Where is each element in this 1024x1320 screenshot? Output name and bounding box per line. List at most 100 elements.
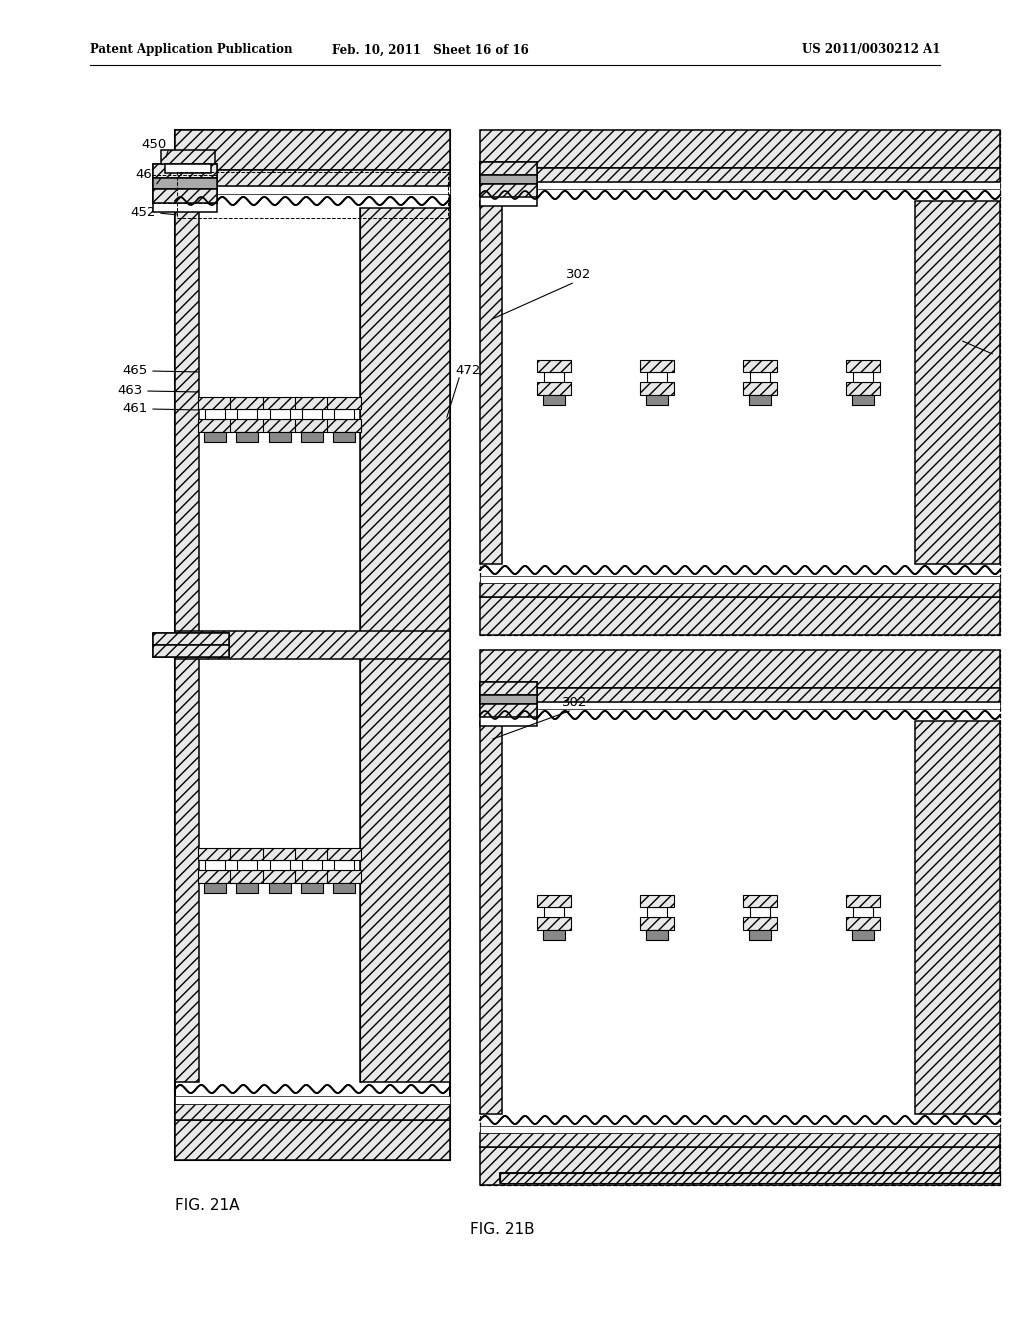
Bar [295, 870, 329, 883]
Bar [205, 409, 225, 418]
Bar [751, 907, 770, 917]
Bar [327, 397, 360, 409]
Bar [295, 847, 329, 861]
Text: US 2011/0030212 A1: US 2011/0030212 A1 [802, 44, 940, 57]
Bar [500, 1173, 1000, 1180]
Bar [480, 201, 502, 564]
Bar [480, 1133, 1000, 1147]
Bar [480, 649, 1000, 1185]
Bar [230, 418, 264, 432]
Bar [750, 395, 771, 405]
Bar [743, 360, 777, 372]
Bar [543, 931, 564, 940]
Bar [295, 418, 329, 432]
Bar [537, 360, 570, 372]
Text: 472: 472 [955, 329, 980, 342]
Bar [268, 883, 291, 894]
Bar [238, 861, 257, 870]
Bar [847, 381, 881, 395]
Bar [480, 162, 537, 176]
Bar [302, 409, 322, 418]
Bar [230, 847, 264, 861]
Bar [480, 696, 537, 704]
Bar [198, 397, 232, 409]
Text: 466: 466 [135, 169, 160, 181]
Bar [301, 883, 323, 894]
Bar [175, 186, 450, 194]
Bar [237, 432, 258, 442]
Bar [262, 870, 297, 883]
Bar [480, 688, 1000, 702]
Bar [847, 895, 881, 907]
Bar [198, 847, 232, 861]
Bar [153, 645, 229, 657]
Bar [852, 931, 874, 940]
Bar [537, 917, 570, 931]
Bar [334, 861, 354, 870]
Text: Feb. 10, 2011   Sheet 16 of 16: Feb. 10, 2011 Sheet 16 of 16 [332, 44, 528, 57]
Bar [153, 178, 217, 189]
Bar [640, 381, 674, 395]
Bar [301, 432, 323, 442]
Bar [302, 861, 322, 870]
Bar [334, 409, 354, 418]
Text: 302: 302 [566, 268, 592, 281]
Bar [204, 432, 226, 442]
Bar [480, 576, 1000, 583]
Bar [750, 931, 771, 940]
Bar [230, 397, 264, 409]
Bar [480, 597, 1000, 635]
Bar [544, 907, 563, 917]
Bar [480, 168, 1000, 182]
Bar [153, 634, 229, 657]
Bar [480, 183, 537, 197]
Bar [230, 870, 264, 883]
Bar [480, 129, 1000, 635]
Bar [500, 1173, 1000, 1183]
Bar [238, 409, 257, 418]
Bar [333, 432, 355, 442]
Text: Patent Application Publication: Patent Application Publication [90, 44, 293, 57]
Text: 463: 463 [118, 384, 143, 396]
Bar [153, 164, 217, 178]
Bar [165, 164, 211, 173]
Bar [480, 1147, 1000, 1185]
Bar [205, 861, 225, 870]
Bar [175, 631, 450, 659]
Bar [262, 847, 297, 861]
Bar [640, 917, 674, 931]
Bar [480, 682, 537, 696]
Bar [480, 682, 537, 726]
Bar [480, 1126, 1000, 1133]
Text: FIG. 21B: FIG. 21B [470, 1222, 535, 1238]
Text: 461: 461 [123, 401, 148, 414]
Text: 452: 452 [131, 206, 156, 219]
Bar [646, 931, 668, 940]
Bar [852, 395, 874, 405]
Text: 465: 465 [123, 363, 148, 376]
Bar [161, 150, 215, 164]
Bar [543, 395, 564, 405]
Bar [175, 170, 450, 186]
Bar [915, 201, 1000, 564]
Bar [177, 172, 449, 218]
Bar [262, 397, 297, 409]
Bar [175, 129, 450, 1160]
Bar [480, 649, 1000, 688]
Text: FIG. 21A: FIG. 21A [175, 1197, 240, 1213]
Bar [269, 861, 290, 870]
Bar [743, 917, 777, 931]
Bar [480, 721, 502, 1114]
Bar [268, 432, 291, 442]
Bar [327, 847, 360, 861]
Bar [480, 129, 1000, 168]
Bar [295, 397, 329, 409]
Text: 472: 472 [455, 363, 480, 376]
Bar [640, 360, 674, 372]
Bar [537, 895, 570, 907]
Bar [646, 395, 668, 405]
Bar [204, 883, 226, 894]
Bar [480, 176, 537, 183]
Bar [327, 870, 360, 883]
Bar [640, 895, 674, 907]
